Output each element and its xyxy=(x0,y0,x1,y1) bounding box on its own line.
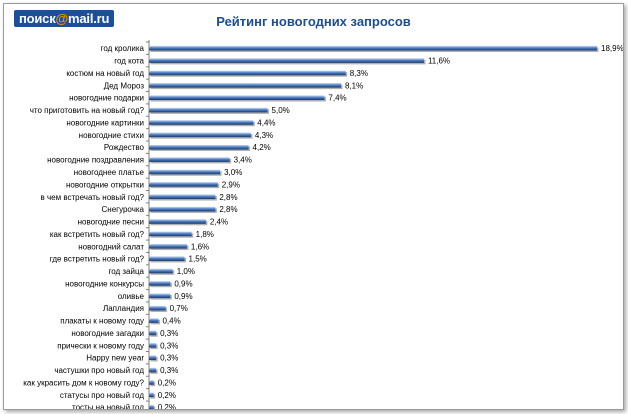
category-label: Снегурочка xyxy=(102,205,145,214)
value-label: 2,4% xyxy=(210,218,228,227)
value-label: 0,9% xyxy=(174,279,192,288)
bar xyxy=(149,355,157,360)
bar-chart: год кролика 18,9% год кота 11,6% костюм на н… xyxy=(23,40,623,409)
value-label: 1,0% xyxy=(177,267,195,276)
value-label: 8,3% xyxy=(350,69,368,78)
bar xyxy=(149,132,251,138)
bar xyxy=(149,281,171,286)
mail-ru-logo: поиск@mail.ru xyxy=(14,10,115,27)
category-label: оливье xyxy=(118,292,145,301)
value-label: 4,2% xyxy=(253,143,271,152)
category-label: новогодний салат xyxy=(78,242,144,251)
value-label: 7,4% xyxy=(328,94,346,103)
bar xyxy=(149,95,325,101)
category-label: статусы про новый год xyxy=(60,391,145,400)
bar xyxy=(149,206,216,212)
bar xyxy=(149,144,249,150)
bar xyxy=(149,231,192,237)
category-label: как встретить новый год? xyxy=(50,230,145,239)
logo-text-poisk: поиск xyxy=(19,11,56,26)
value-label: 0,2% xyxy=(158,378,176,387)
category-label: в чем встречать новый год? xyxy=(41,193,145,202)
value-label: 0,3% xyxy=(160,341,178,350)
category-label: новогодние песни xyxy=(78,218,144,227)
category-label: год кролика xyxy=(101,44,145,53)
value-label: 0,2% xyxy=(158,391,176,400)
bar xyxy=(149,243,187,249)
value-label: 18,9% xyxy=(601,44,623,53)
value-label: 8,1% xyxy=(345,81,363,90)
bar xyxy=(149,194,216,200)
category-label: прически к новому году xyxy=(57,341,144,350)
category-label: где встретить новый год? xyxy=(50,255,145,264)
bar xyxy=(149,182,218,187)
logo-text-mailru: mail.ru xyxy=(68,11,110,26)
bar xyxy=(149,305,166,311)
bar xyxy=(149,330,157,336)
bar xyxy=(149,219,206,224)
value-label: 0,3% xyxy=(160,354,178,363)
bar xyxy=(149,268,173,274)
value-label: 4,3% xyxy=(255,131,273,140)
bar xyxy=(149,404,154,409)
logo-at-sign: @ xyxy=(55,11,69,26)
bar xyxy=(149,392,154,398)
bar xyxy=(149,343,157,348)
value-label: 1,6% xyxy=(191,242,209,251)
value-label: 2,9% xyxy=(222,180,240,189)
category-label: Happy new year xyxy=(86,354,144,363)
value-label: 5,0% xyxy=(272,106,290,115)
bar xyxy=(149,367,157,373)
bar xyxy=(149,256,185,261)
value-label: 2,8% xyxy=(219,193,237,202)
bar xyxy=(149,169,221,175)
category-label: тосты на новый год xyxy=(72,403,144,409)
category-label: новогодние стихи xyxy=(79,131,144,140)
category-label: что приготовить на новый год? xyxy=(30,106,145,115)
category-label: новогоднее платье xyxy=(74,168,145,177)
value-label: 0,2% xyxy=(158,403,176,409)
category-label: год зайца xyxy=(108,267,144,276)
bar xyxy=(149,83,341,88)
bar xyxy=(149,107,268,113)
value-label: 1,5% xyxy=(189,255,207,264)
value-label: 0,4% xyxy=(162,317,180,326)
bar xyxy=(149,120,254,125)
category-label: костюм на новый год xyxy=(66,69,144,78)
category-label: Рождество xyxy=(104,143,145,152)
category-label: новогодние подарки xyxy=(69,94,144,103)
chart-frame: поиск@mail.ru Рейтинг новогодних запросо… xyxy=(3,3,624,410)
chart-title: Рейтинг новогодних запросов xyxy=(216,14,411,29)
category-label: плакаты к новому году xyxy=(60,317,144,326)
value-label: 4,4% xyxy=(257,118,275,127)
value-label: 0,3% xyxy=(160,329,178,338)
value-label: 0,3% xyxy=(160,366,178,375)
value-label: 1,8% xyxy=(196,230,214,239)
bar xyxy=(149,293,171,299)
category-label: новогодние открытки xyxy=(66,180,144,189)
value-label: 0,7% xyxy=(170,304,188,313)
category-label: год кота xyxy=(114,57,144,66)
category-label: новогодние конкурсы xyxy=(65,279,144,288)
bar xyxy=(149,318,159,323)
value-label: 2,8% xyxy=(219,205,237,214)
value-label: 0,9% xyxy=(174,292,192,301)
bar xyxy=(149,157,230,162)
bar xyxy=(149,70,346,76)
value-label: 3,0% xyxy=(224,168,242,177)
bar xyxy=(149,58,424,63)
category-label: новогодние загадки xyxy=(71,329,144,338)
category-label: частушки про новый год xyxy=(54,366,144,375)
bar xyxy=(149,380,154,385)
bar xyxy=(149,45,597,51)
category-label: Дед Мороз xyxy=(104,81,145,90)
category-label: новогодние картинки xyxy=(66,118,144,127)
category-label: новогодние поздравления xyxy=(47,156,144,165)
category-label: как украсить дом к новому году? xyxy=(23,378,144,387)
value-label: 11,6% xyxy=(428,57,450,66)
category-label: Лапландия xyxy=(103,304,144,313)
value-label: 3,4% xyxy=(234,156,252,165)
